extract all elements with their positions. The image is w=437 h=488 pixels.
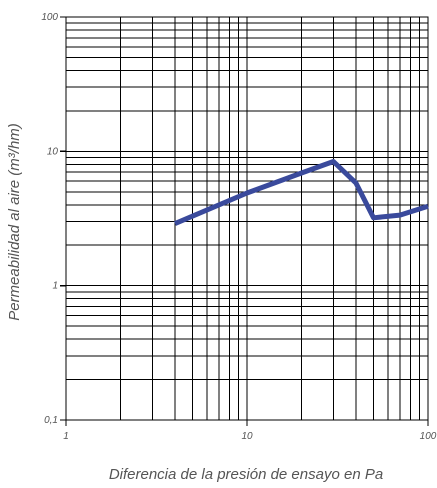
y-tick-label: 10	[47, 146, 59, 157]
y-axis-label: Permeabilidad al aire (m³/hm)	[6, 123, 23, 321]
y-tick-label: 0,1	[44, 415, 58, 426]
x-tick-label: 1	[63, 431, 69, 442]
x-tick-label: 10	[241, 431, 253, 442]
data-series	[174, 159, 429, 226]
series-line	[174, 159, 429, 226]
y-tick-label: 100	[41, 12, 58, 23]
y-tick-label: 1	[52, 281, 58, 292]
x-axis-label: Diferencia de la presión de ensayo en Pa	[109, 466, 383, 483]
x-tick-label: 100	[420, 431, 437, 442]
y-tick-labels: 0,1 1 10 100	[41, 12, 58, 426]
x-grid-lines	[65, 17, 421, 420]
y-grid-lines	[66, 22, 428, 421]
x-tick-labels: 1 10 100	[63, 431, 437, 442]
axis-tick-marks	[60, 16, 429, 426]
